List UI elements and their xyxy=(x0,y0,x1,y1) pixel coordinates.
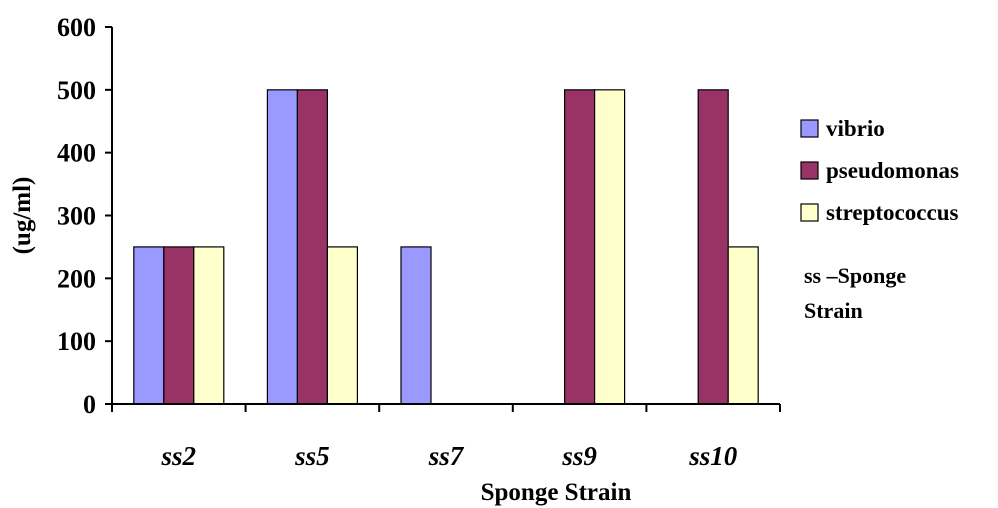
legend-note-line-1: ss –Sponge xyxy=(804,263,906,288)
y-axis-ticks: 0 100 200 300 400 500 600 xyxy=(57,13,112,419)
bar-pseudomonas-ss10 xyxy=(697,89,729,405)
y-tick-label: 200 xyxy=(57,264,96,293)
legend-swatch-pseudomonas xyxy=(800,161,819,180)
legend-label-vibrio: vibrio xyxy=(826,116,885,141)
legend-note-line-2: Strain xyxy=(804,298,863,323)
y-tick-label: 500 xyxy=(57,76,96,105)
legend: vibrio pseudomonas streptococcus xyxy=(800,116,959,225)
bar-streptococcus-ss10 xyxy=(727,246,759,405)
bar-pseudomonas-ss5 xyxy=(296,89,328,405)
legend-label-streptococcus: streptococcus xyxy=(826,200,958,225)
legend-note: ss –Sponge Strain xyxy=(804,263,906,323)
y-tick-label: 100 xyxy=(57,327,96,356)
bar-pseudomonas-ss9 xyxy=(563,89,596,405)
bar-pseudomonas-ss2 xyxy=(163,246,195,405)
y-axis-title: (ug/ml) xyxy=(9,177,36,255)
x-category-label: ss7 xyxy=(428,441,465,471)
x-axis-title: Sponge Strain xyxy=(481,479,632,506)
legend-label-pseudomonas: pseudomonas xyxy=(826,158,959,183)
bar-streptococcus-ss5 xyxy=(326,246,358,405)
y-tick-label: 400 xyxy=(57,139,96,168)
y-tick-label: 300 xyxy=(57,202,96,231)
bars-layer xyxy=(133,89,759,405)
legend-swatch-vibrio xyxy=(800,119,819,138)
x-category-label: ss5 xyxy=(294,441,330,471)
x-category-label: ss10 xyxy=(688,441,738,471)
x-category-label: ss9 xyxy=(561,441,597,471)
bar-streptococcus-ss9 xyxy=(593,89,626,405)
bar-streptococcus-ss2 xyxy=(193,246,225,405)
y-tick-label: 600 xyxy=(57,13,96,42)
y-tick-label: 0 xyxy=(83,390,96,419)
bar-vibrio-ss5 xyxy=(266,89,298,405)
x-axis-ticks: ss2 ss5 ss7 ss9 ss10 xyxy=(111,404,781,471)
x-category-label: ss2 xyxy=(161,441,197,471)
legend-swatch-streptococcus xyxy=(800,203,819,222)
bar-vibrio-ss2 xyxy=(133,246,165,405)
bar-vibrio-ss7 xyxy=(400,246,432,405)
